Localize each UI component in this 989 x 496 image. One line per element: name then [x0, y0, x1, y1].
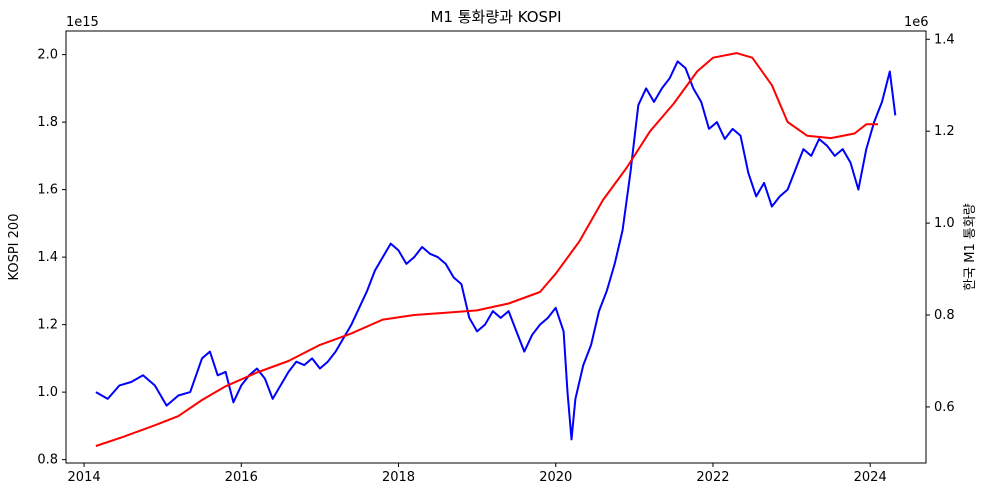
- x-tick-label: 2016: [225, 470, 258, 485]
- y-left-axis-ticks: 0.8 1.0 1.2 1.4 1.6 1.8 2.0: [37, 48, 66, 468]
- x-tick-label: 2014: [68, 470, 101, 485]
- x-tick-label: 2022: [696, 470, 729, 485]
- x-axis-ticks: 2014 2016 2018 2020 2022 2024: [68, 463, 887, 485]
- y-right-tick-label: 1.2: [934, 124, 955, 139]
- y-right-tick-label: 0.6: [934, 400, 955, 415]
- y-left-tick-label: 1.4: [37, 250, 58, 265]
- y-right-tick-label: 1.0: [934, 216, 955, 231]
- y-right-offset-text: 1e6: [904, 15, 929, 30]
- y-left-tick-label: 0.8: [37, 453, 58, 468]
- y-left-offset-text: 1e15: [66, 15, 99, 30]
- y-left-tick-label: 1.2: [37, 318, 58, 333]
- y-left-tick-label: 1.8: [37, 115, 58, 130]
- m1-line: [95, 52, 878, 447]
- plot-frame: [65, 30, 927, 464]
- y-right-tick-label: 0.8: [934, 308, 955, 323]
- y-left-axis-label: KOSPI 200: [7, 214, 22, 281]
- x-tick-label: 2024: [854, 470, 887, 485]
- x-tick-label: 2018: [382, 470, 415, 485]
- y-left-tick-label: 2.0: [37, 48, 58, 63]
- x-tick-label: 2020: [539, 470, 572, 485]
- y-right-axis-label: 한국 M1 통화량: [963, 203, 978, 291]
- y-left-tick-label: 1.0: [37, 385, 58, 400]
- kospi-line: [95, 60, 897, 441]
- y-left-tick-label: 1.6: [37, 183, 58, 198]
- y-right-axis-ticks: 0.6 0.8 1.0 1.2 1.4: [926, 32, 955, 415]
- kospi-series-group: [95, 60, 897, 441]
- m1-series-group: [95, 52, 878, 447]
- y-right-tick-label: 1.4: [934, 32, 955, 47]
- chart-title: M1 통화량과 KOSPI: [430, 8, 561, 26]
